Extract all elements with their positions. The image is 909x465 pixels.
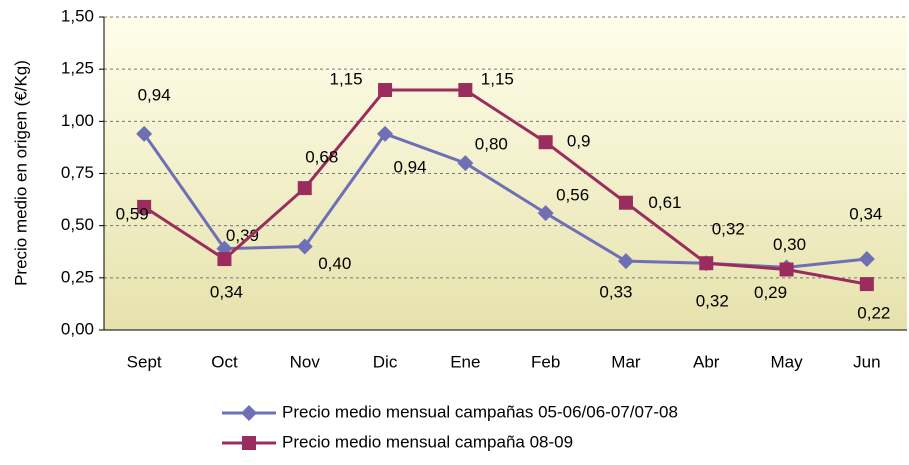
marker	[377, 125, 394, 142]
x-tick-label: Nov	[290, 352, 321, 371]
data-label: 0,22	[857, 304, 890, 323]
data-label: 0,56	[556, 186, 589, 205]
marker	[858, 251, 875, 268]
marker	[779, 262, 794, 277]
marker	[859, 277, 874, 292]
x-tick-label: Dic	[373, 352, 398, 371]
data-label: 0,29	[754, 283, 787, 302]
marker	[458, 83, 473, 98]
marker	[618, 195, 633, 210]
y-axis-label: Precio medio en origen (€/Kg)	[11, 60, 30, 286]
marker	[378, 83, 393, 98]
y-tick-label: 0,75	[61, 163, 94, 182]
y-tick-label: 1,00	[61, 111, 94, 130]
data-label: 0,33	[599, 283, 632, 302]
legend-label: Precio medio mensual campaña 08-09	[282, 432, 573, 451]
marker	[617, 253, 634, 270]
x-tick-label: Sept	[127, 352, 162, 371]
legend-label: Precio medio mensual campañas 05-06/06-0…	[282, 402, 678, 421]
marker	[296, 238, 313, 255]
x-tick-label: Mar	[611, 352, 641, 371]
data-label: 0,39	[226, 226, 259, 245]
data-label: 1,15	[330, 70, 363, 89]
marker	[297, 181, 312, 196]
x-tick-label: Jun	[853, 352, 880, 371]
data-label: 0,32	[696, 292, 729, 311]
data-label: 0,59	[116, 204, 149, 223]
marker	[537, 205, 554, 222]
y-tick-label: 0,00	[61, 319, 94, 338]
data-label: 0,9	[567, 132, 591, 151]
data-label: 0,34	[210, 283, 243, 302]
data-label: 0,40	[318, 254, 351, 273]
marker	[137, 199, 152, 214]
marker	[538, 135, 553, 150]
data-label: 0,68	[305, 148, 338, 167]
x-tick-label: Feb	[531, 352, 560, 371]
x-tick-label: Abr	[693, 352, 720, 371]
y-tick-label: 0,50	[61, 215, 94, 234]
data-label: 0,32	[712, 220, 745, 239]
data-label: 1,15	[481, 70, 514, 89]
x-tick-label: Ene	[450, 352, 480, 371]
legend-marker	[242, 436, 256, 450]
y-tick-label: 1,50	[61, 6, 94, 25]
x-tick-label: Oct	[211, 352, 238, 371]
marker	[217, 252, 232, 267]
marker	[457, 155, 474, 172]
data-label: 0,80	[475, 135, 508, 154]
data-label: 0,61	[648, 193, 681, 212]
series-line	[143, 88, 868, 286]
data-label: 0,34	[849, 205, 882, 224]
legend-marker	[241, 405, 257, 421]
x-tick-label: May	[770, 352, 803, 371]
data-label: 0,94	[138, 85, 171, 104]
data-label: 0,30	[773, 235, 806, 254]
data-label: 0,94	[394, 157, 427, 176]
marker	[136, 125, 153, 142]
y-tick-label: 1,25	[61, 59, 94, 78]
marker	[699, 256, 714, 271]
y-tick-label: 0,25	[61, 267, 94, 286]
